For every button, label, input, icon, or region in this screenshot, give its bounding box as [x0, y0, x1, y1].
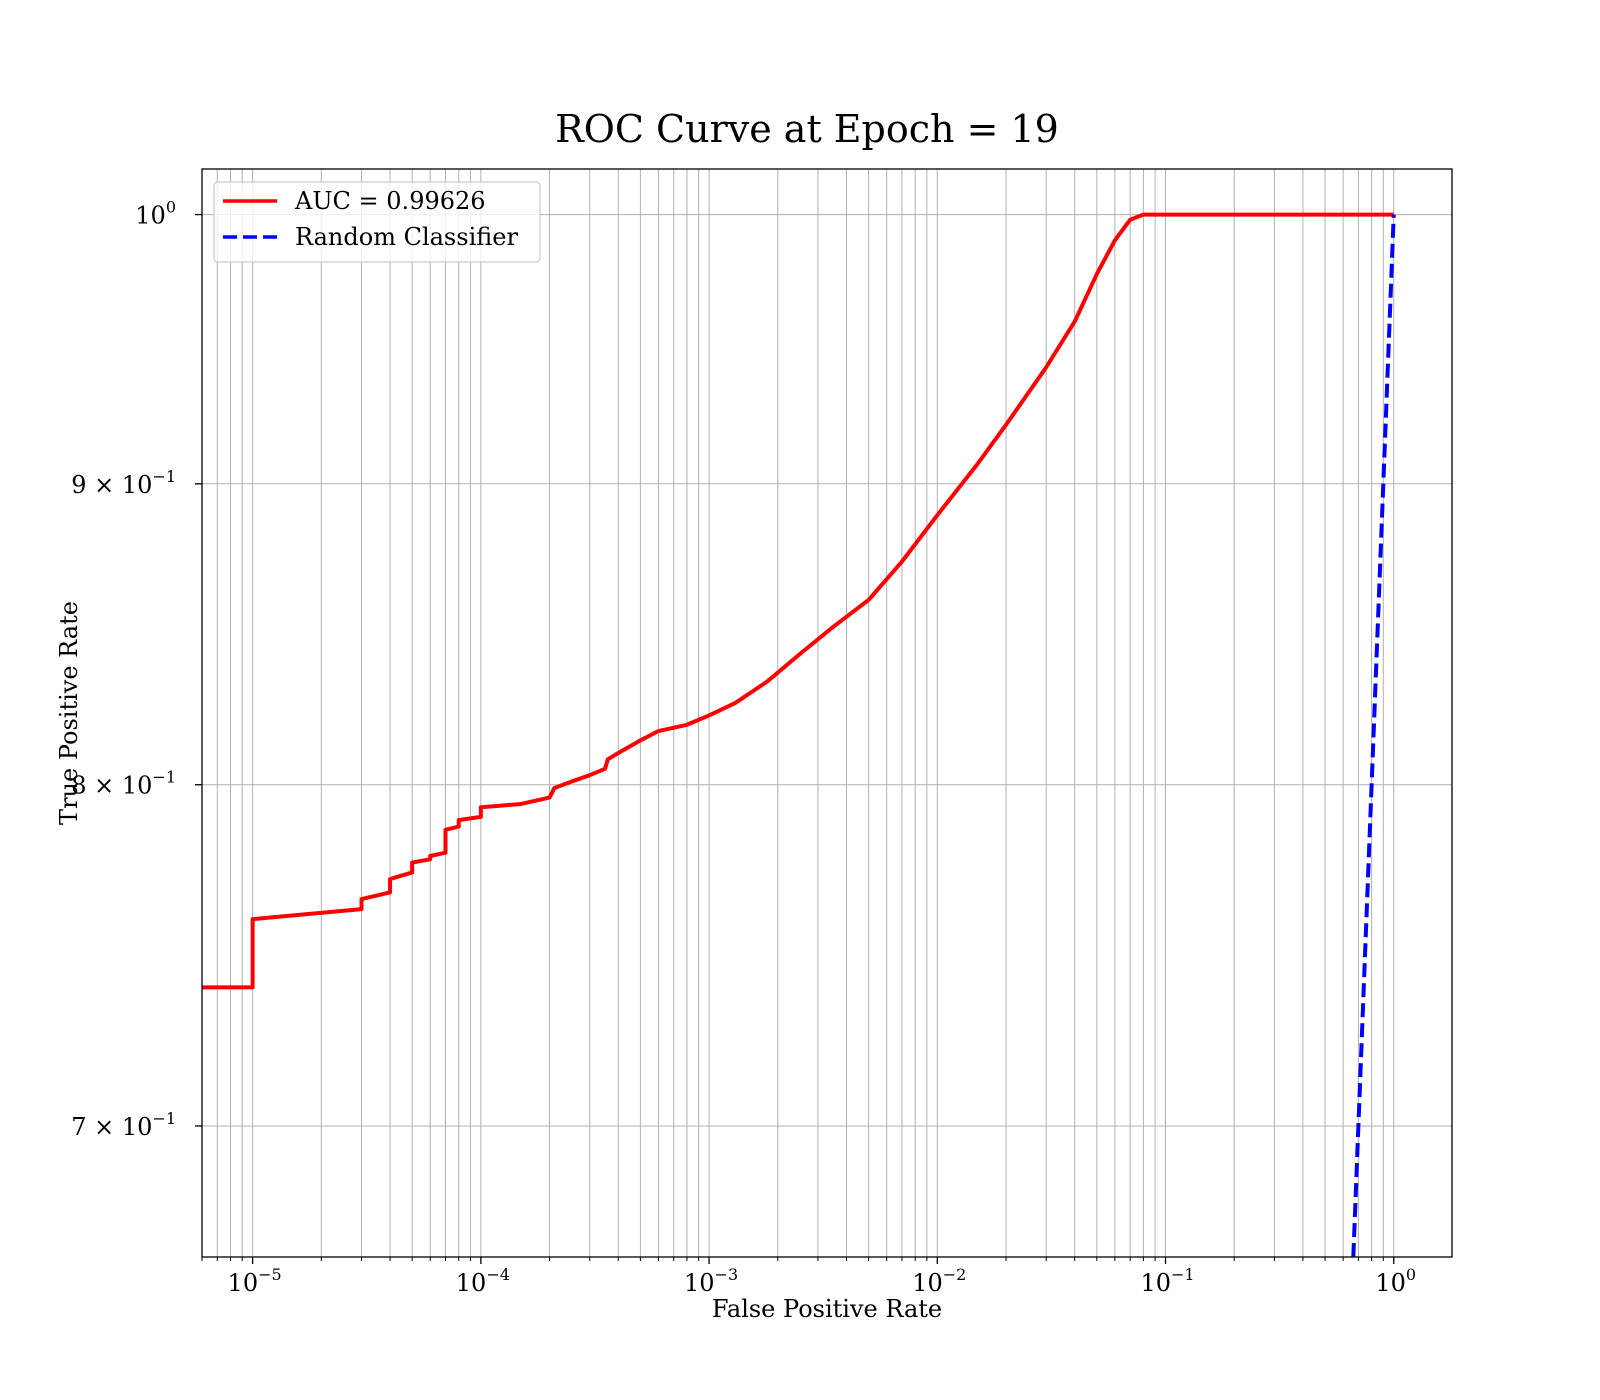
plot-frame: [201, 168, 1453, 1258]
random-classifier-line: [1351, 214, 1396, 1257]
legend-label-random-classifier: Random Classifier: [295, 223, 518, 251]
legend: AUC = 0.99626 Random Classifier: [213, 181, 541, 263]
y-tick-label: 7 × 10−1: [71, 1109, 176, 1141]
axis-ticks: 10−5 10−4 10−3 10−2 10−1 100 100 9 × 10−1 8 × 10…: [71, 198, 1416, 1297]
legend-label-auc: AUC = 0.99626: [294, 187, 486, 215]
x-tick-label: 10−2: [912, 1265, 966, 1297]
x-tick-label: 10−5: [228, 1265, 282, 1297]
grid-lines: [201, 169, 1452, 1257]
y-tick-label: 8 × 10−1: [71, 768, 176, 800]
y-tick-label: 9 × 10−1: [71, 467, 176, 499]
x-axis-label: False Positive Rate: [712, 1295, 942, 1323]
y-axis-label: True Positive Rate: [55, 601, 83, 825]
x-tick-label: 10−1: [1140, 1265, 1194, 1297]
x-tick-label: 10−3: [684, 1265, 738, 1297]
chart-title: ROC Curve at Epoch = 19: [555, 107, 1059, 151]
series-lines: [202, 212, 1396, 1257]
y-tick-label: 100: [135, 198, 176, 230]
roc-curve-line: [202, 212, 1394, 990]
legend-box: [213, 181, 541, 263]
x-tick-label: 100: [1375, 1265, 1416, 1297]
x-tick-label: 10−4: [456, 1265, 510, 1297]
